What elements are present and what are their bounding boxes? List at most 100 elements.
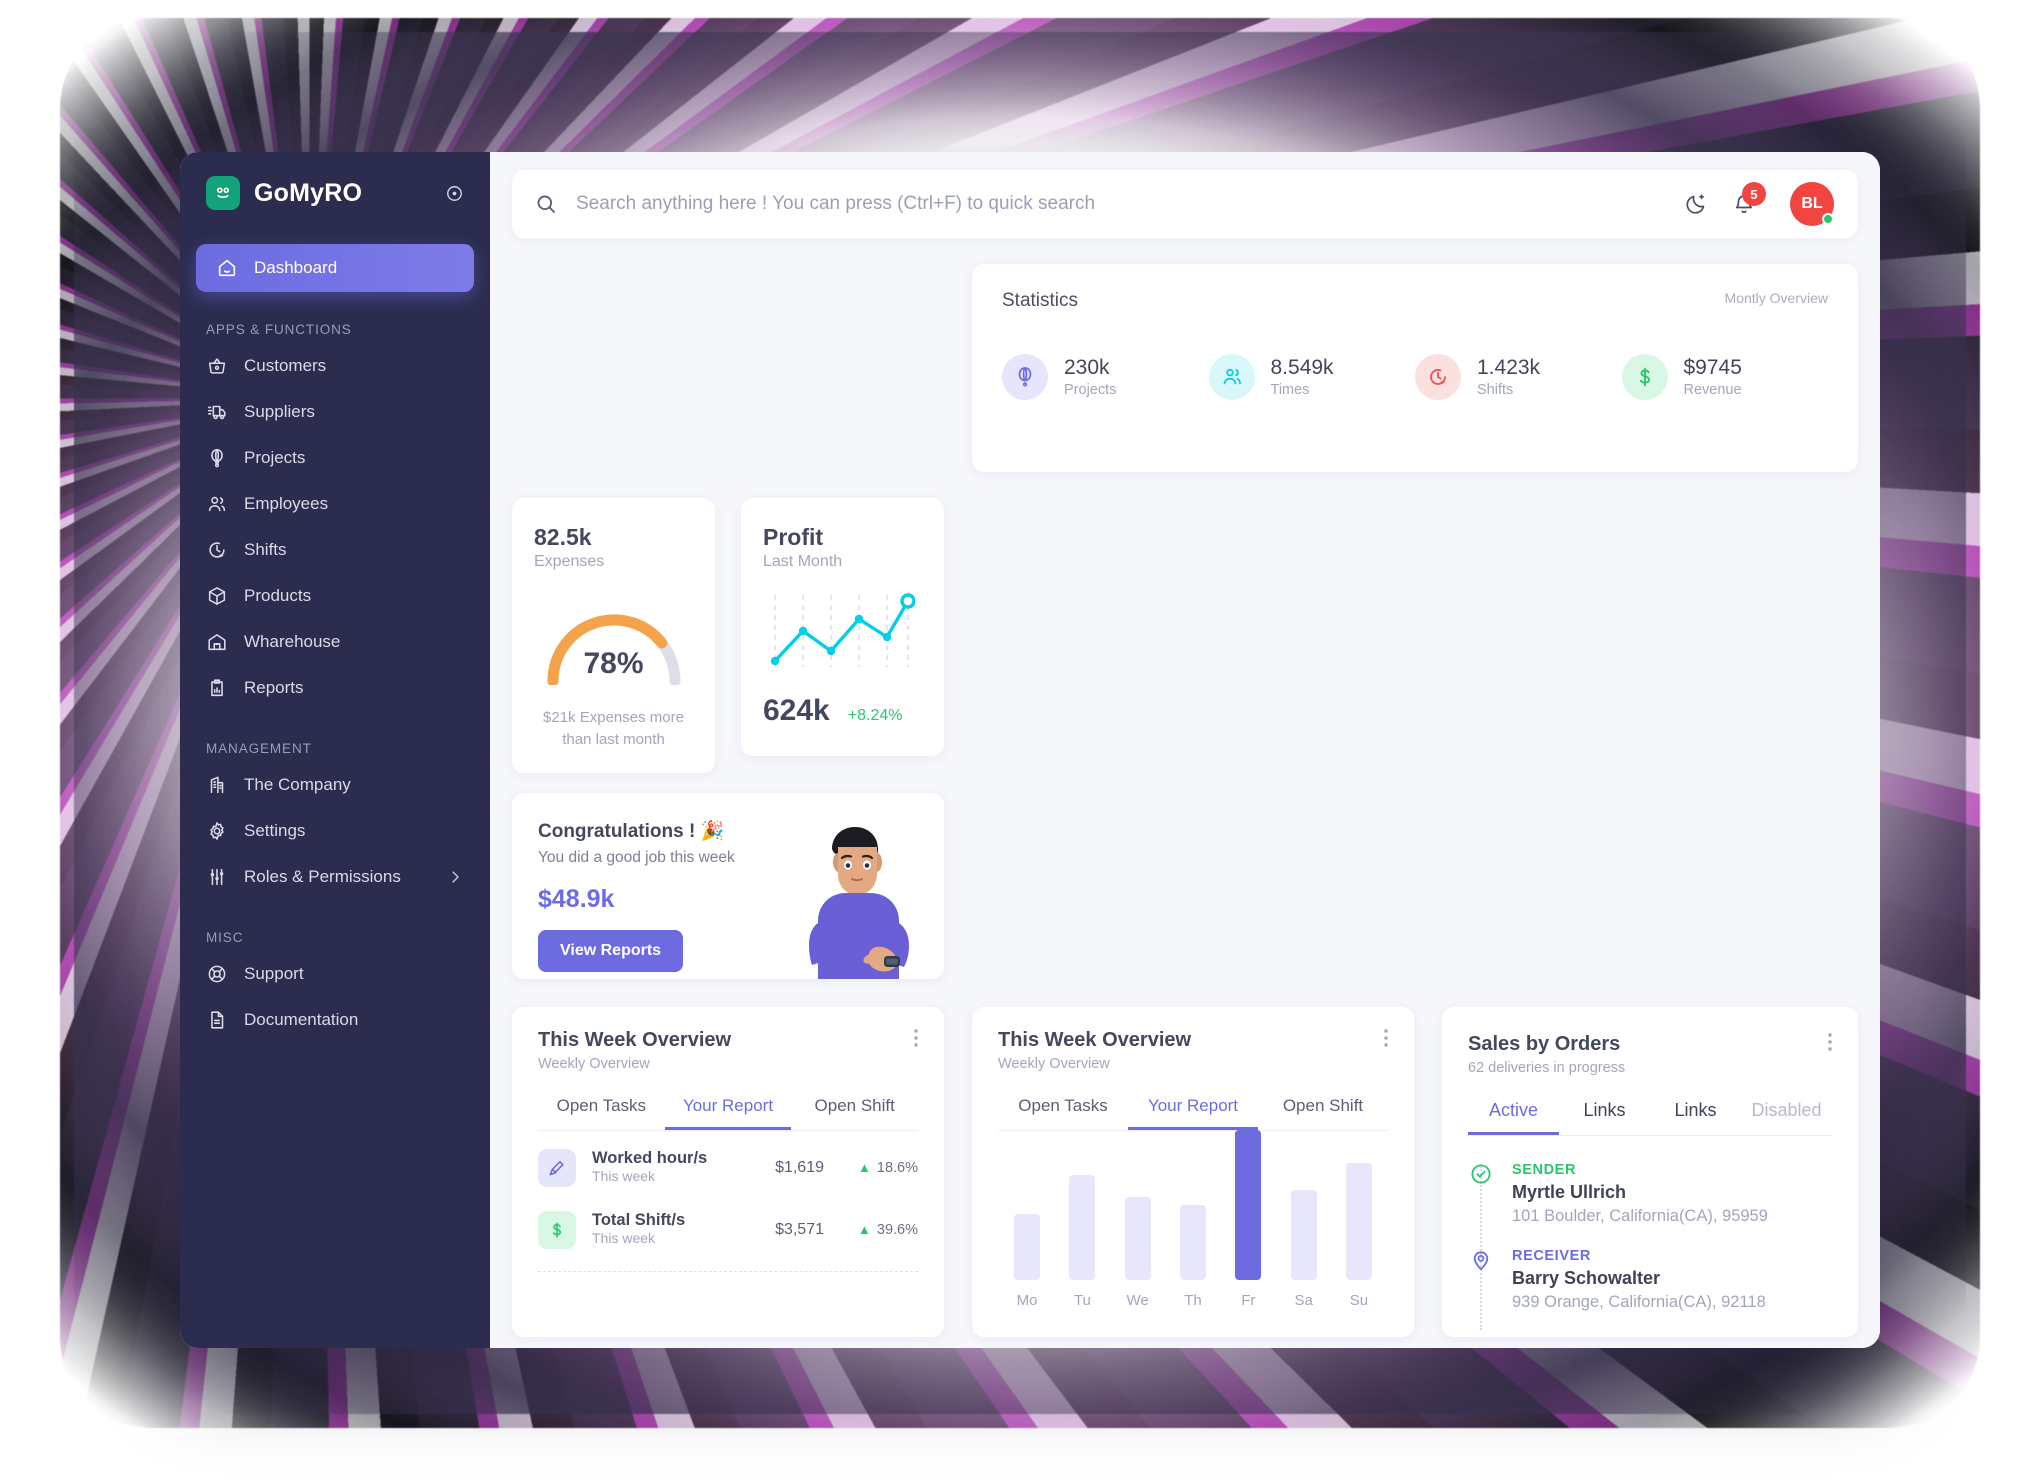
map-pin-icon — [1468, 1248, 1494, 1312]
shipment-name: Myrtle Ullrich — [1512, 1181, 1627, 1202]
stat-label: Revenue — [1683, 382, 1742, 399]
kebab-menu-icon[interactable] — [1828, 1032, 1832, 1053]
sidebar: GoMyRO Dashboard APPS & FUNCTIONS — [180, 152, 490, 1348]
tab-open-tasks[interactable]: Open Tasks — [556, 1095, 647, 1115]
tab-open-tasks[interactable]: Open Tasks — [1018, 1095, 1108, 1115]
sidebar-item-wharehouse[interactable]: Wharehouse — [180, 619, 490, 665]
bar-label: Tu — [1073, 1291, 1091, 1309]
weekly-bar-chart: Mo Tu We Th Fr Sa Su — [998, 1129, 1388, 1309]
card-subtitle: Weekly Overview — [998, 1055, 1110, 1072]
person-thumbs-up-illustration — [780, 819, 930, 979]
sidebar-item-projects[interactable]: Projects — [180, 435, 490, 481]
sidebar-item-label: Settings — [244, 821, 306, 840]
report-row-trend: ▲ 39.6% — [858, 1222, 918, 1238]
shipment-address: 101 Boulder, California(CA), 95959 — [1512, 1206, 1768, 1225]
sales-tab-bar: Active Links Links Disabled — [1468, 1100, 1832, 1136]
congratulations-card: Congratulations ! 🎉 You did a good job t… — [512, 792, 944, 979]
stat-value: 8.549k — [1270, 355, 1334, 379]
sidebar-item-label: Suppliers — [244, 402, 315, 421]
sidebar-item-label: Documentation — [244, 1010, 359, 1029]
moon-icon[interactable] — [1684, 192, 1708, 216]
building-icon — [206, 774, 228, 796]
sidebar-item-dashboard[interactable]: Dashboard — [196, 244, 474, 292]
shipment-kind: RECEIVER — [1512, 1247, 1591, 1264]
shipment-name: Barry Schowalter — [1512, 1267, 1661, 1288]
search-input[interactable] — [576, 193, 1666, 215]
tab-links-2[interactable]: Links — [1674, 1099, 1717, 1120]
sidebar-item-label: Reports — [244, 678, 304, 697]
report-row-trend: ▲ 18.6% — [858, 1160, 918, 1176]
shovel-icon — [538, 1148, 576, 1187]
bar-column: Su — [1336, 1162, 1382, 1309]
congratulations-subtitle: You did a good job this week — [538, 848, 735, 866]
clipboard-chart-icon — [206, 677, 228, 699]
sidebar-section-title: APPS & FUNCTIONS — [206, 322, 352, 337]
bar — [1179, 1204, 1206, 1280]
sidebar-item-employees[interactable]: Employees — [180, 481, 490, 527]
stat-label: Shifts — [1477, 382, 1514, 399]
bar-column: Mo — [1004, 1213, 1050, 1309]
sidebar-item-reports[interactable]: Reports — [180, 665, 490, 711]
notification-badge: 5 — [1742, 182, 1766, 206]
divider — [538, 1270, 918, 1272]
timeline-connector — [1480, 1165, 1482, 1330]
tab-bar: Open Tasks Your Report Open Shift — [998, 1096, 1388, 1131]
kebab-menu-icon[interactable] — [1384, 1028, 1388, 1049]
dollar-icon — [1621, 354, 1668, 400]
tab-your-report[interactable]: Your Report — [1128, 1096, 1258, 1130]
sidebar-section-title: MISC — [206, 930, 244, 945]
sidebar-item-documentation[interactable]: Documentation — [180, 997, 490, 1043]
sidebar-item-label: Employees — [244, 494, 329, 513]
sidebar-item-the-company[interactable]: The Company — [180, 762, 490, 808]
expenses-label: Expenses — [534, 553, 605, 570]
report-row-pct: 39.6% — [876, 1221, 918, 1238]
dashboard-grid: Statistics Montly Overview 230k — [512, 264, 1858, 1337]
truck-icon — [206, 401, 228, 423]
gomyro-logo-icon — [206, 176, 240, 210]
card-title: This Week Overview — [538, 1028, 732, 1051]
view-reports-button[interactable]: View Reports — [538, 929, 684, 972]
sidebar-item-label: Products — [244, 586, 312, 605]
balloon-icon — [1002, 354, 1048, 400]
sidebar-item-customers[interactable]: Customers — [180, 343, 490, 389]
tab-open-shift[interactable]: Open Shift — [1282, 1095, 1364, 1115]
statistics-overview-label: Montly Overview — [1724, 290, 1828, 306]
sidebar-item-label: Dashboard — [254, 258, 338, 277]
sidebar-item-settings[interactable]: Settings — [180, 808, 490, 854]
collapse-circle-icon[interactable] — [445, 184, 464, 203]
sidebar-section-title: MANAGEMENT — [206, 741, 312, 756]
users-icon — [1208, 354, 1255, 400]
tab-links-1[interactable]: Links — [1583, 1099, 1626, 1120]
bar — [1345, 1162, 1372, 1280]
lifebuoy-icon — [206, 963, 228, 985]
sliders-icon — [206, 866, 228, 888]
avatar[interactable]: BL — [1790, 182, 1834, 226]
warehouse-icon — [206, 631, 228, 653]
tab-active[interactable]: Active — [1468, 1100, 1559, 1135]
bar — [1069, 1174, 1096, 1280]
bar — [1124, 1197, 1151, 1280]
dollar-icon — [538, 1210, 576, 1249]
bar-label: Sa — [1294, 1291, 1313, 1309]
tab-open-shift[interactable]: Open Shift — [814, 1095, 895, 1115]
report-row-sub: This week — [592, 1168, 656, 1184]
bar-column: Sa — [1281, 1189, 1327, 1309]
expenses-note: $21k Expenses more than last month — [543, 709, 684, 748]
sidebar-item-support[interactable]: Support — [180, 951, 490, 997]
bar — [1235, 1129, 1262, 1280]
shipment-sender: SENDER Myrtle Ullrich 101 Boulder, Calif… — [1468, 1162, 1832, 1248]
sidebar-item-products[interactable]: Products — [180, 573, 490, 619]
sidebar-item-shifts[interactable]: Shifts — [180, 527, 490, 573]
kebab-menu-icon[interactable] — [914, 1028, 918, 1049]
bell-icon[interactable]: 5 — [1732, 182, 1766, 216]
tab-your-report[interactable]: Your Report — [665, 1096, 792, 1130]
search-icon — [534, 192, 558, 216]
document-icon — [206, 1009, 228, 1031]
profit-delta: +8.24% — [847, 707, 903, 724]
sidebar-item-suppliers[interactable]: Suppliers — [180, 389, 490, 435]
chevron-right-icon[interactable] — [446, 868, 464, 886]
stat-item: 1.423k Shifts — [1415, 354, 1622, 400]
tab-disabled: Disabled — [1751, 1099, 1822, 1120]
sidebar-item-roles-permissions[interactable]: Roles & Permissions — [180, 854, 490, 900]
card-subtitle: Weekly Overview — [538, 1055, 650, 1072]
